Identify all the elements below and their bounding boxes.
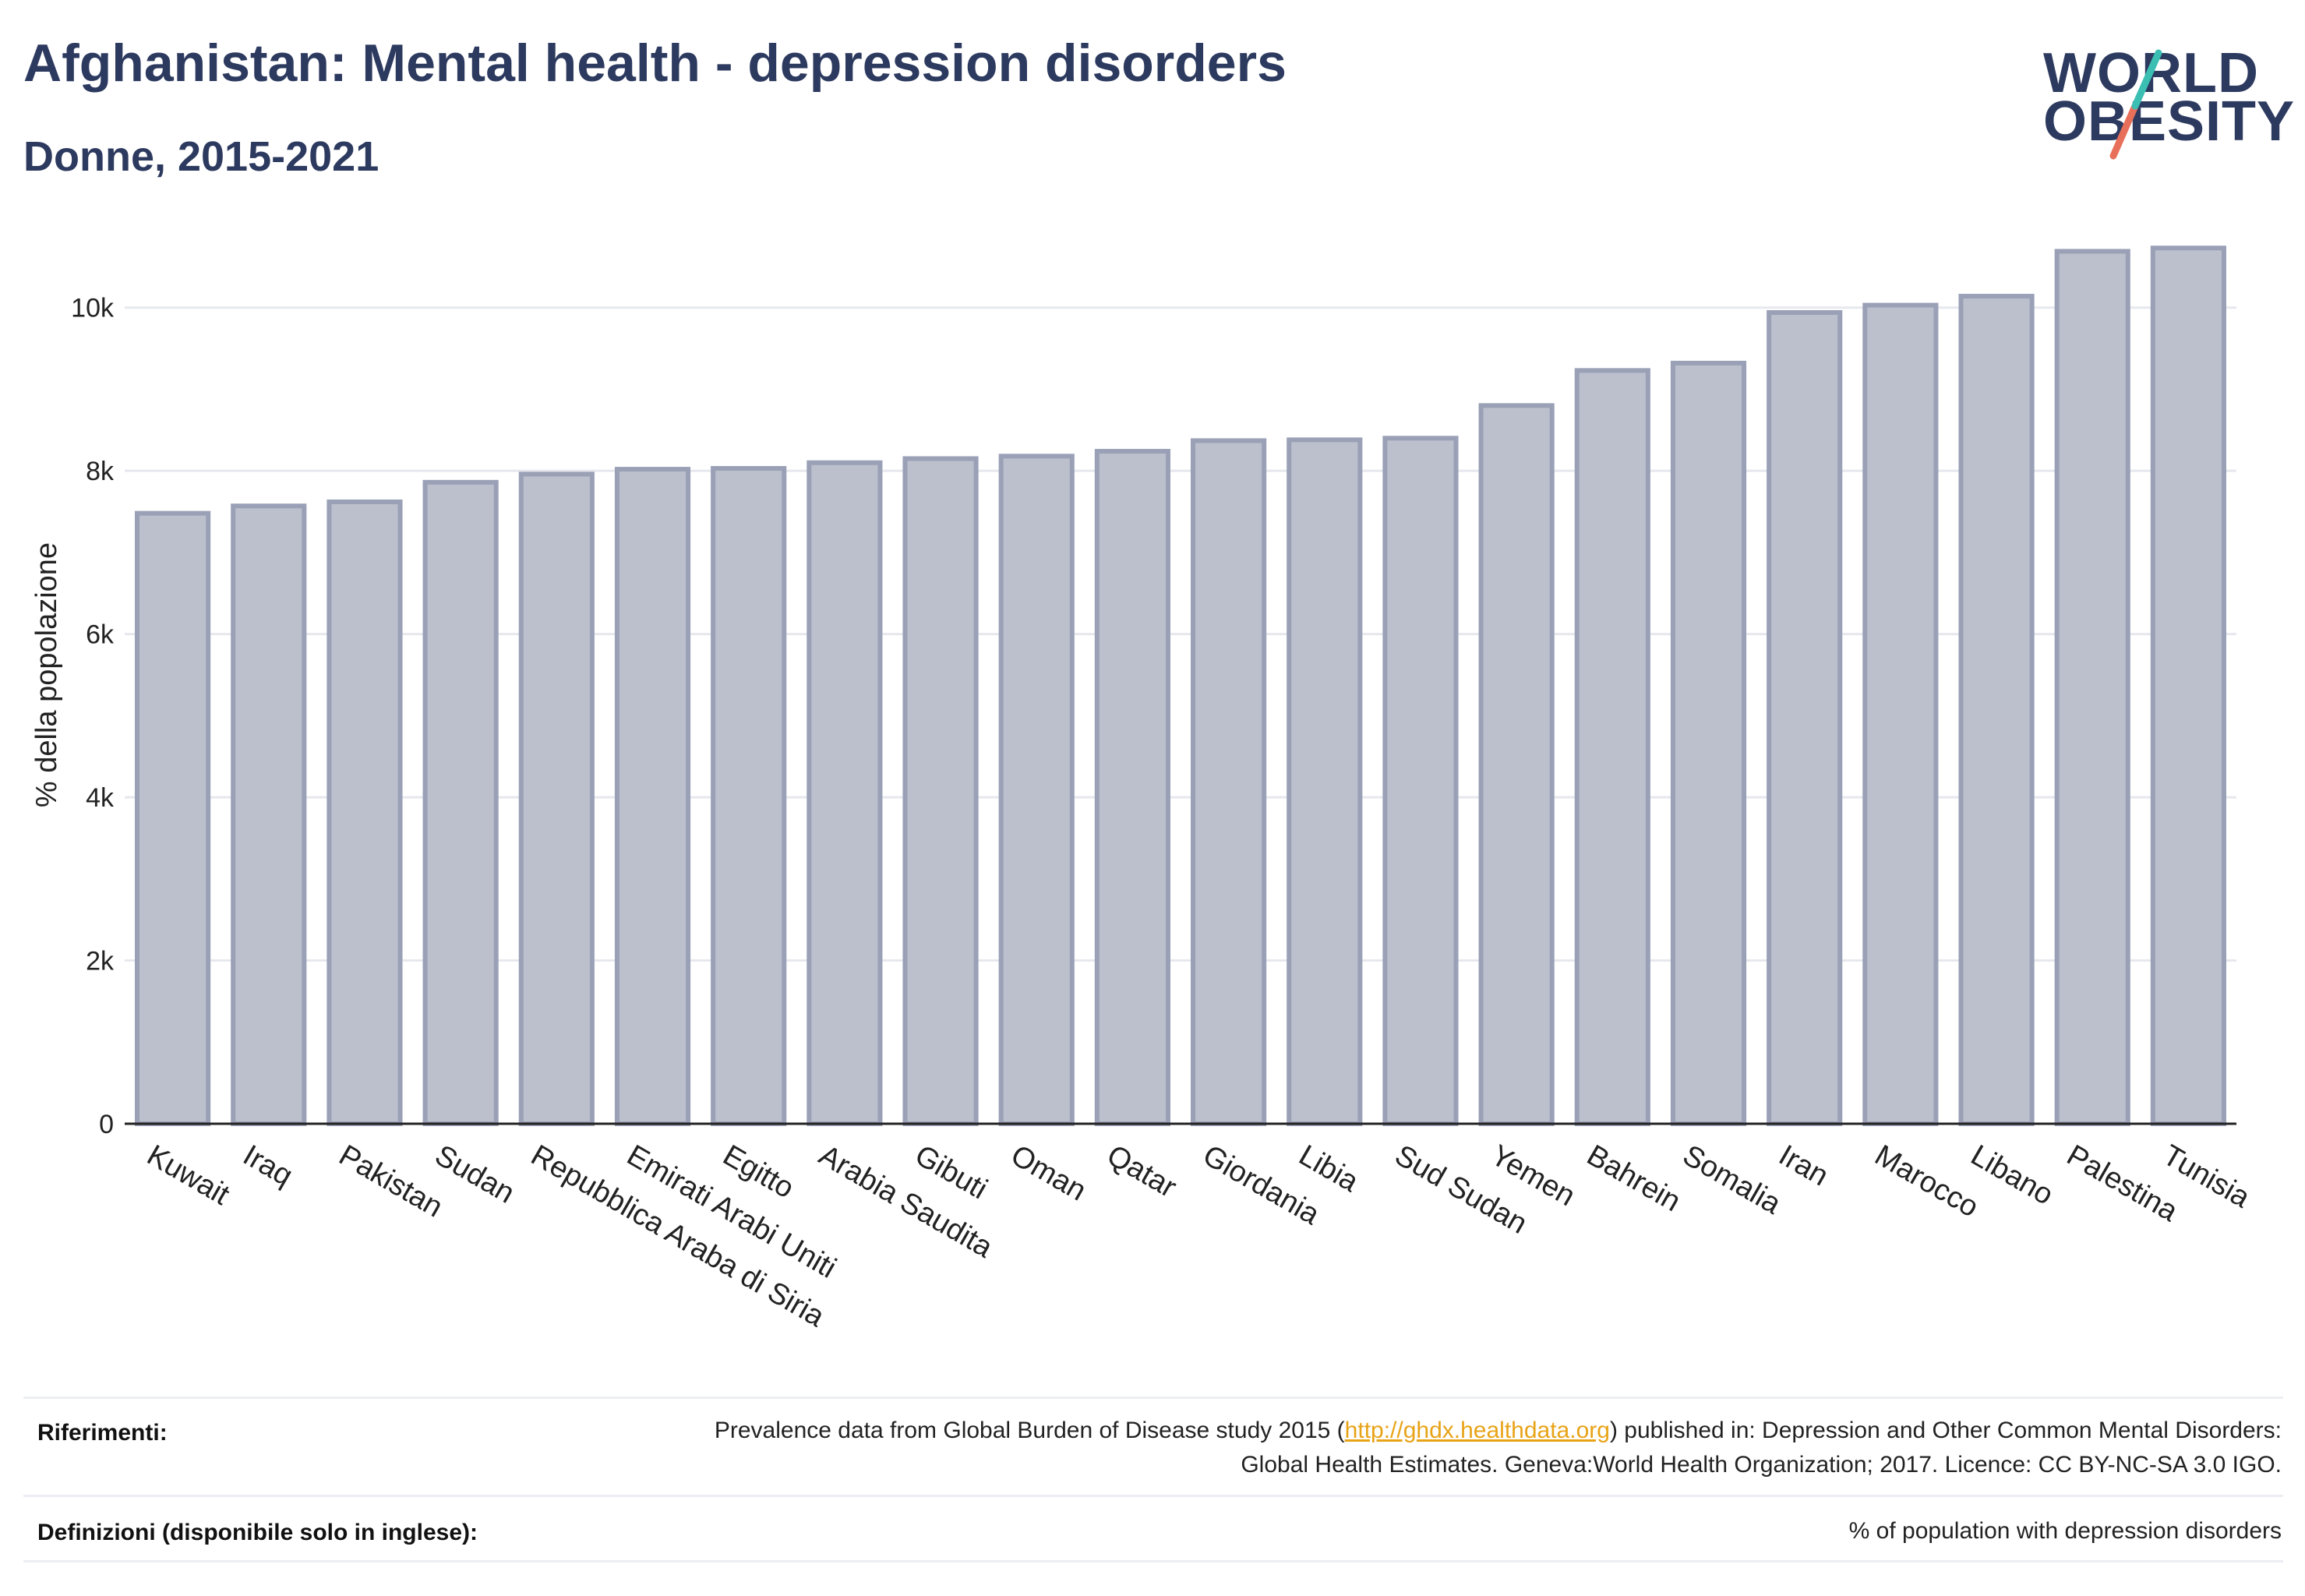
bar[interactable] [231, 503, 307, 1126]
footer-divider [23, 1495, 2283, 1497]
x-tick-label: Iran [1774, 1139, 1834, 1192]
bar[interactable] [1958, 294, 2035, 1127]
bar[interactable] [1191, 438, 1267, 1126]
references-text: Prevalence data from Global Burden of Di… [714, 1418, 2282, 1478]
references-label: Riferimenti: [37, 1420, 168, 1446]
y-tick-label: 8k [86, 457, 115, 486]
bar[interactable] [518, 471, 595, 1126]
bar[interactable] [998, 454, 1075, 1126]
footer-divider [23, 1560, 2283, 1562]
y-tick-label: 6k [86, 620, 115, 650]
bar[interactable] [2150, 245, 2226, 1126]
x-tick-label: Oman [1005, 1139, 1092, 1207]
bar[interactable] [2054, 249, 2130, 1126]
definitions-text: % of population with depression disorder… [1848, 1518, 2282, 1544]
bar[interactable] [422, 479, 499, 1126]
y-tick-label: 2k [86, 947, 115, 976]
x-tick-label: Qatar [1101, 1139, 1182, 1204]
bars [135, 245, 2226, 1127]
bar[interactable] [327, 499, 403, 1126]
footer-divider [23, 1396, 2283, 1399]
bar[interactable] [807, 460, 883, 1126]
bar[interactable] [1862, 302, 1939, 1126]
x-tick-label: Kuwait [142, 1139, 235, 1212]
definitions-label: Definizioni (disponibile solo in inglese… [37, 1520, 478, 1545]
y-axis-ticks: 0 2k 4k 6k 8k 10k [71, 294, 115, 1139]
bar[interactable] [135, 510, 211, 1126]
y-tick-label: 0 [99, 1110, 114, 1139]
y-tick-label: 10k [71, 294, 115, 323]
bar[interactable] [1382, 436, 1459, 1126]
bar[interactable] [1287, 437, 1363, 1126]
x-tick-label: Pakistan [334, 1139, 448, 1223]
bar[interactable] [1574, 368, 1650, 1127]
chart-title: Afghanistan: Mental health - depression … [23, 34, 1287, 93]
x-tick-label: Bahrein [1581, 1139, 1686, 1218]
bar[interactable] [902, 456, 979, 1126]
logo-line-2: OBESITY [2043, 90, 2296, 153]
chart-subtitle: Donne, 2015-2021 [23, 133, 379, 180]
y-axis-label: % della popolazione [30, 542, 63, 807]
references-link[interactable]: http://ghdx.healthdata.org [1344, 1418, 1610, 1443]
bar[interactable] [1767, 310, 1843, 1127]
x-tick-label: Libia [1294, 1139, 1364, 1199]
x-tick-label: Iraq [238, 1139, 298, 1192]
bar[interactable] [614, 467, 691, 1126]
world-obesity-logo: WORLD OBESITY [2026, 39, 2294, 171]
x-tick-label: Somalia [1677, 1139, 1787, 1220]
bar[interactable] [711, 466, 787, 1126]
y-tick-label: 4k [86, 783, 115, 813]
x-tick-label: Marocco [1869, 1139, 1984, 1223]
bar[interactable] [1670, 360, 1747, 1126]
bar[interactable] [1478, 403, 1555, 1126]
bar[interactable] [1094, 449, 1170, 1126]
logo-slash-icon [2109, 49, 2162, 160]
